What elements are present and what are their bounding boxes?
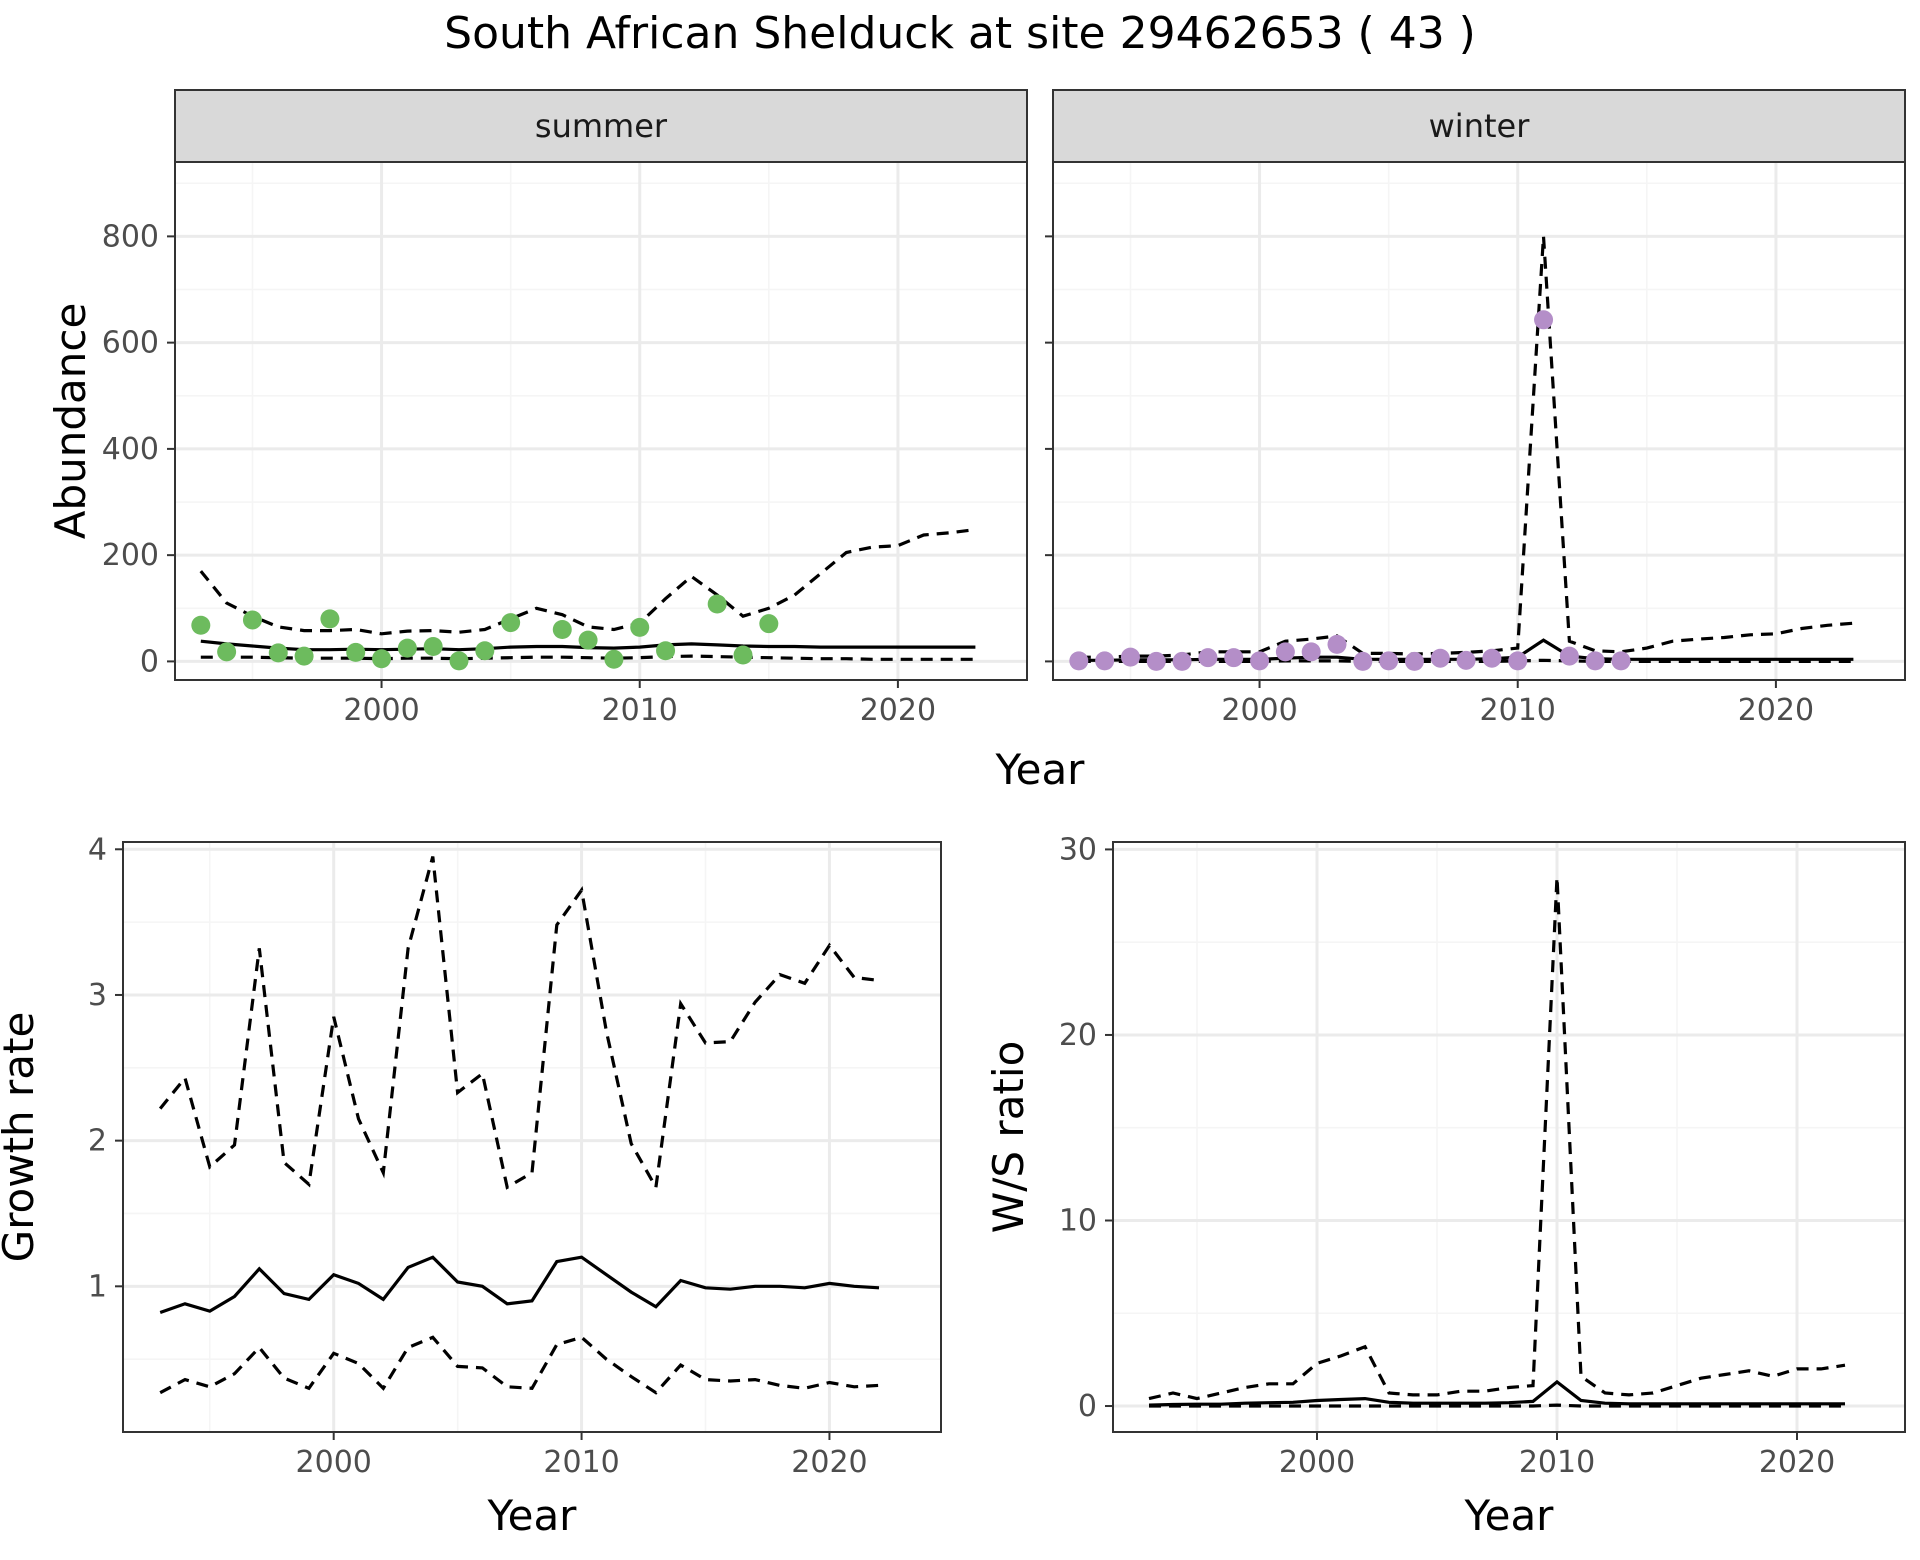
x-tick-label: 2010 [602, 693, 678, 728]
x-axis-title-growth: Year [487, 1491, 578, 1540]
summer-data-point [475, 641, 495, 661]
x-tick-label: 2010 [543, 1445, 619, 1480]
x-tick-label: 2020 [791, 1445, 867, 1480]
winter-data-point [1456, 650, 1476, 670]
summer-data-point [346, 642, 366, 662]
summer-data-point [578, 630, 598, 650]
y-tick-label: 800 [102, 219, 159, 254]
winter-data-point [1585, 651, 1605, 671]
summer-bound-line-1 [199, 528, 976, 636]
y-tick-label: 0 [1078, 1389, 1097, 1424]
winter-data-point [1508, 651, 1528, 671]
summer-data-point [294, 646, 314, 666]
summer-data-point [759, 614, 779, 634]
x-tick-label: 2000 [1221, 693, 1297, 728]
y-tick-label: 2 [88, 1124, 107, 1159]
winter-data-point [1069, 651, 1089, 671]
y-axis-title-ratio: W/S ratio [984, 1041, 1033, 1234]
ratio-bound-line-1 [1148, 877, 1846, 1401]
winter-data-point [1353, 651, 1373, 671]
summer-data-point [320, 609, 340, 629]
growth-rate-panel: 2000 2010 2020 1 2 3 4 Year Growth rate [0, 832, 942, 1540]
summer-data-point [372, 649, 392, 669]
summer-data-point [397, 638, 417, 658]
winter-data-point [1250, 651, 1270, 671]
summer-data-point [630, 617, 650, 637]
winter-data-point [1611, 651, 1631, 671]
strip-summer [174, 89, 1028, 163]
y-tick-label: 4 [88, 832, 107, 867]
x-tick-label: 2010 [1480, 693, 1556, 728]
winter-data-point [1379, 651, 1399, 671]
winter-data-point [1430, 648, 1450, 668]
x-tick-label: 2000 [1279, 1445, 1355, 1480]
summer-bound-line-2 [200, 654, 976, 661]
growth-bound-line-1 [158, 856, 880, 1193]
panel-border-growth [122, 841, 942, 1433]
winter-data-point [1275, 642, 1295, 662]
winter-panel: winter 2000 2010 2020 [1045, 89, 1906, 728]
y-tick-label: 400 [102, 432, 159, 467]
panel-border-ratio [1112, 841, 1906, 1433]
y-axis-title-summer: Abundance [46, 303, 95, 540]
x-tick-label: 2020 [860, 693, 936, 728]
summer-data-point [733, 645, 753, 665]
winter-data-point [1559, 646, 1579, 666]
winter-data-point [1146, 651, 1166, 671]
shared-axis-titles: Year [995, 745, 1086, 794]
summer-panel: summer 2000 2010 2020 0 200 400 600 800 Abundance [46, 89, 1028, 728]
y-axis-title-growth: Growth rate [0, 1012, 43, 1263]
x-tick-label: 2000 [343, 693, 419, 728]
summer-data-point [604, 649, 624, 669]
strip-winter [1052, 89, 1906, 163]
y-tick-label: 20 [1059, 1018, 1097, 1053]
summer-data-point [707, 594, 727, 614]
y-tick-label: 3 [88, 978, 107, 1013]
ratio-bound-line-2 [1149, 1403, 1845, 1408]
summer-data-point [449, 651, 469, 671]
winter-data-point [1534, 310, 1554, 330]
summer-data-point [501, 613, 521, 633]
x-axis-title-ratio: Year [1464, 1491, 1555, 1540]
x-tick-label: 2020 [1759, 1445, 1835, 1480]
winter-data-point [1198, 648, 1218, 668]
growth-estimate-line-0 [159, 1255, 880, 1315]
winter-data-point [1327, 634, 1347, 654]
y-tick-label: 600 [102, 326, 159, 361]
summer-data-point [217, 642, 237, 662]
winter-data-point [1120, 647, 1140, 667]
x-axis-title-top: Year [995, 745, 1086, 794]
summer-data-point [423, 637, 443, 657]
winter-data-point [1482, 648, 1502, 668]
summer-data-point [552, 620, 572, 640]
strip-label-winter: winter [1429, 107, 1531, 145]
growth-bound-line-2 [159, 1335, 880, 1395]
y-tick-label: 10 [1059, 1203, 1097, 1238]
ratio-estimate-line-0 [1148, 1379, 1845, 1407]
winter-data-point [1095, 651, 1115, 671]
summer-data-point [191, 615, 211, 635]
panel-border-winter [1052, 161, 1906, 681]
summer-data-point [656, 641, 676, 661]
chart-title: South African Shelduck at site 29462653 … [444, 8, 1476, 59]
x-tick-label: 2010 [1519, 1445, 1595, 1480]
y-tick-label: 30 [1059, 832, 1097, 867]
winter-data-point [1172, 651, 1192, 671]
y-tick-label: 200 [102, 538, 159, 573]
ws-ratio-panel: 2000 2010 2020 0 10 20 30 Year W/S ratio [984, 832, 1906, 1540]
x-tick-label: 2000 [296, 1445, 372, 1480]
x-tick-label: 2020 [1738, 693, 1814, 728]
winter-bound-line-1 [1078, 236, 1854, 659]
summer-data-point [242, 610, 262, 630]
strip-label-summer: summer [535, 107, 668, 145]
y-tick-label: 1 [88, 1269, 107, 1304]
winter-data-point [1404, 651, 1424, 671]
y-tick-label: 0 [140, 644, 159, 679]
panel-border-summer [174, 161, 1028, 681]
winter-data-point [1224, 648, 1244, 668]
winter-data-point [1301, 642, 1321, 662]
summer-data-point [268, 643, 288, 663]
